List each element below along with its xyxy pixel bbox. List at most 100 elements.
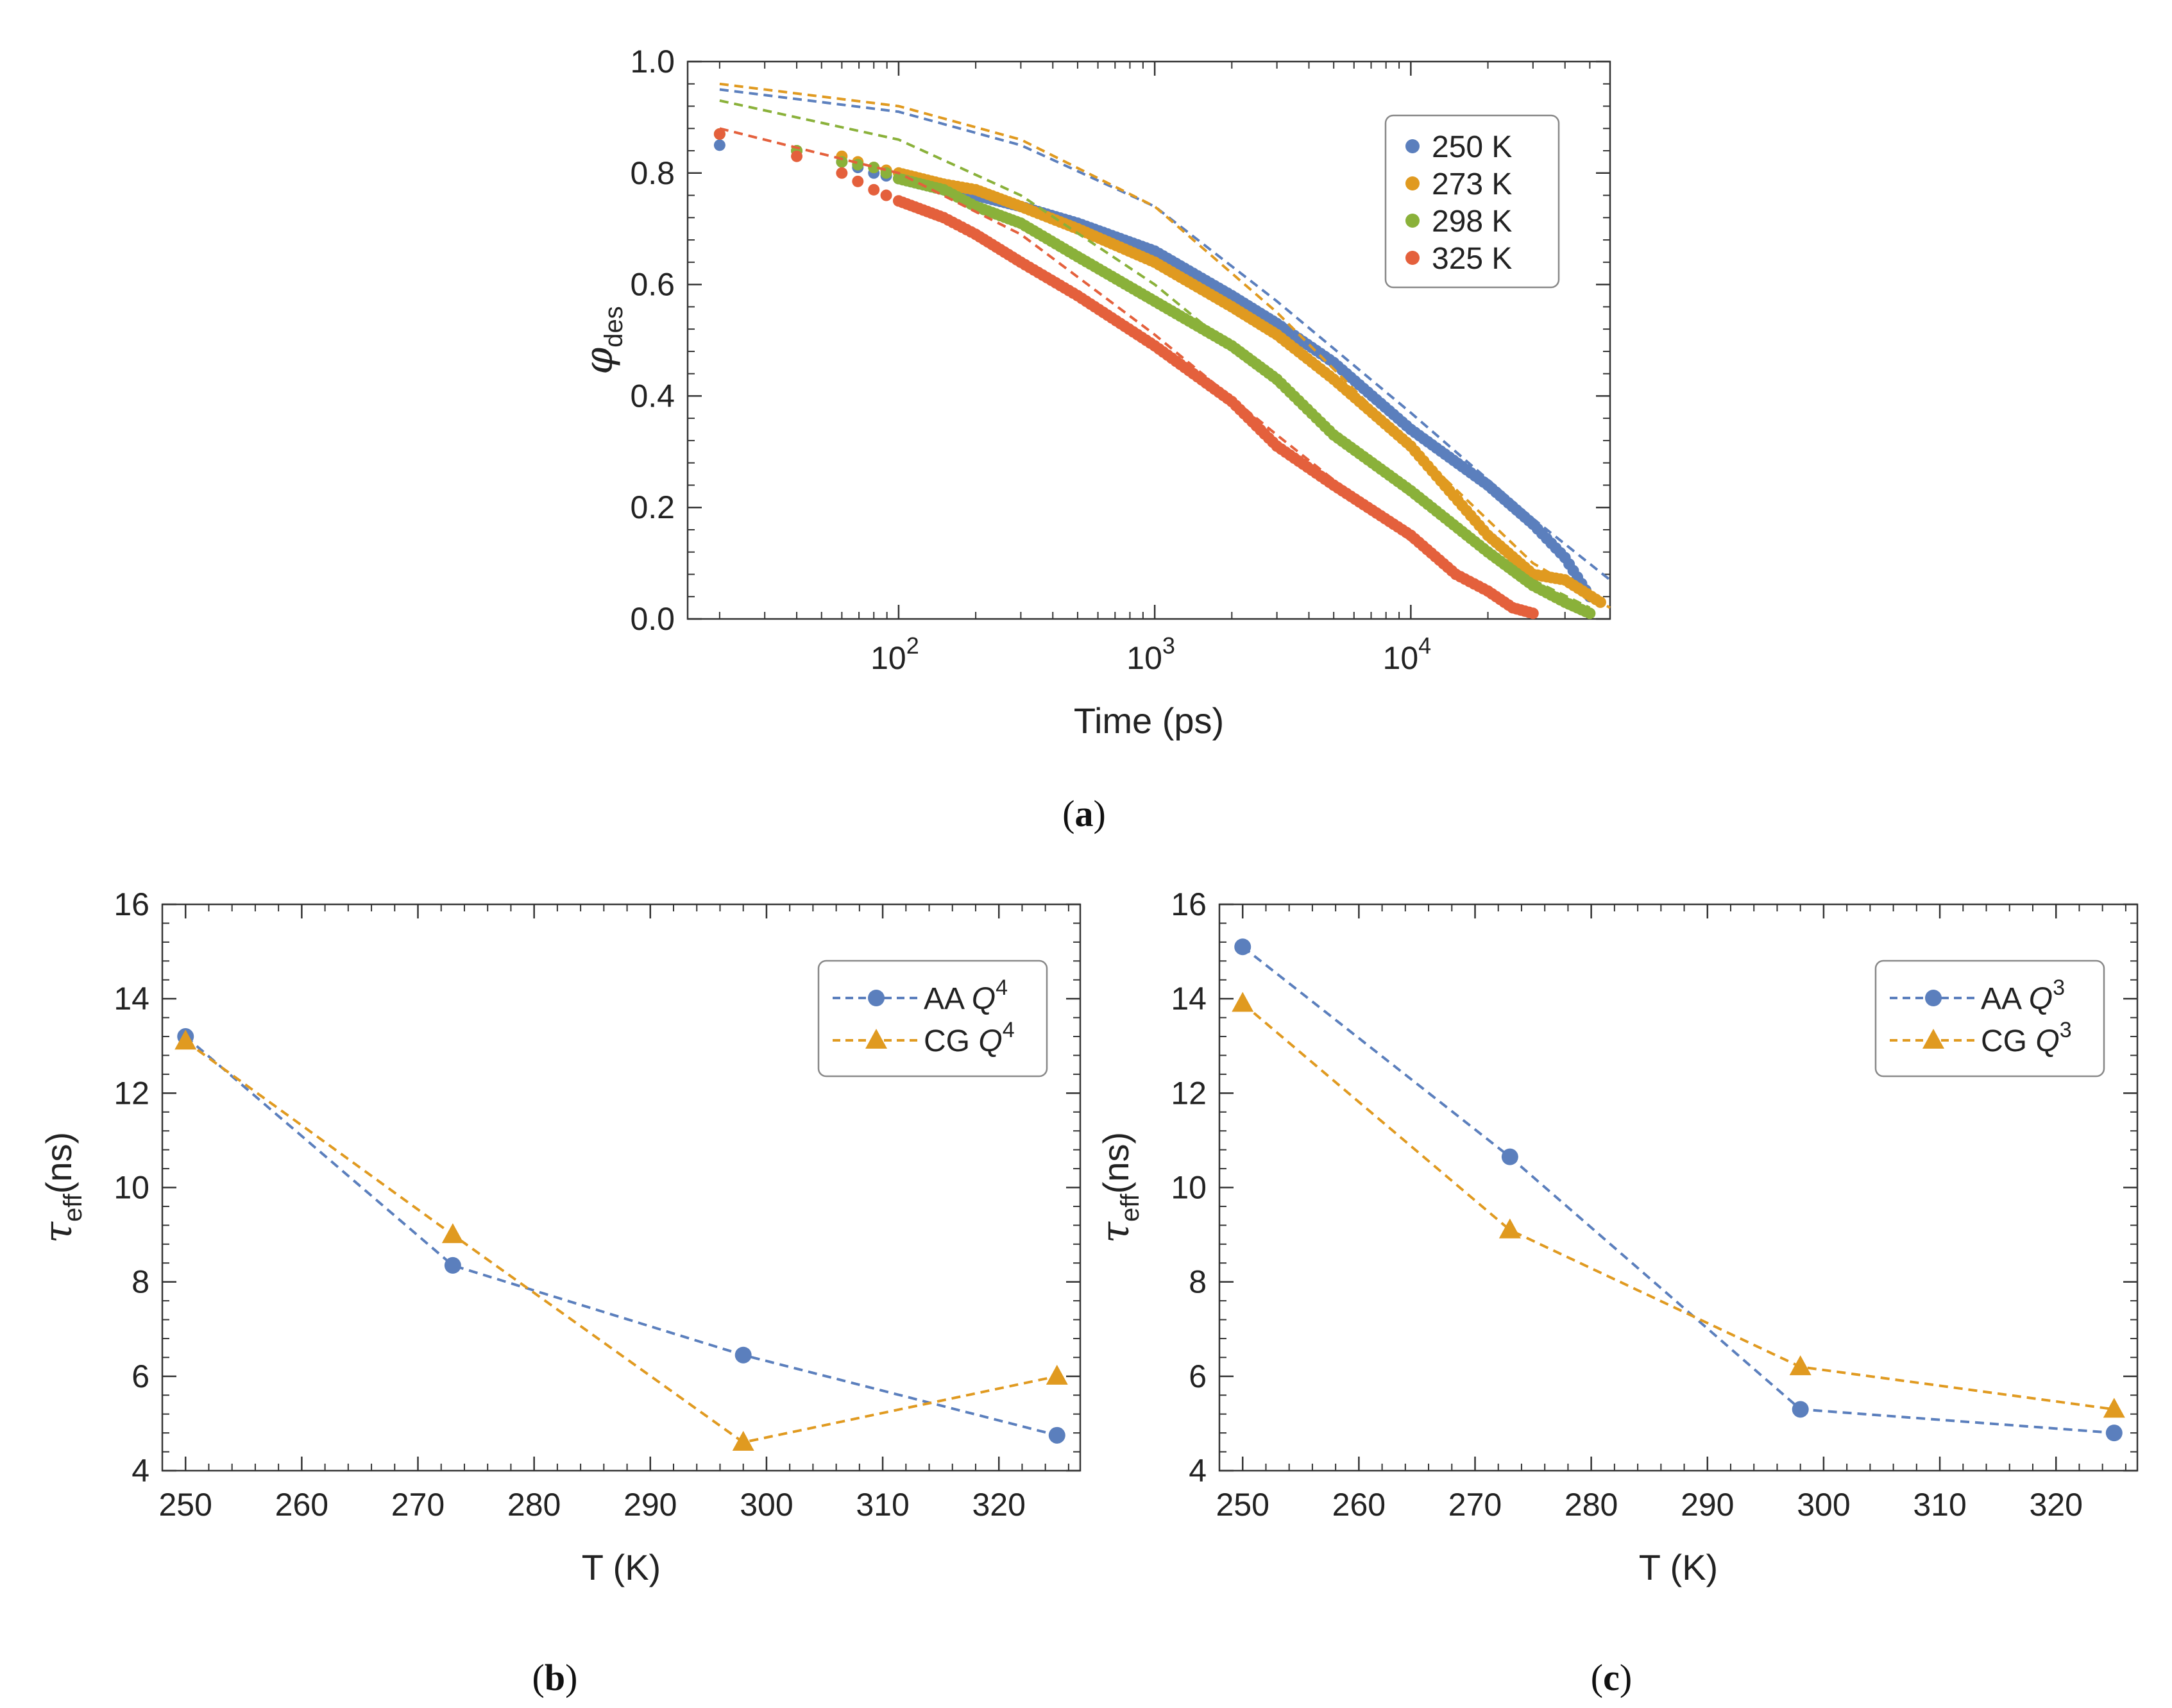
x-tick-label: 250: [159, 1487, 212, 1523]
y-axis-label: τeff(ns): [1093, 1132, 1144, 1243]
x-tick-label: 102: [870, 632, 919, 676]
x-tick-label: 260: [1332, 1487, 1386, 1523]
x-tick-exponent: 4: [1418, 632, 1431, 659]
x-tick-base: 10: [870, 640, 906, 676]
legend-marker: [1405, 176, 1420, 190]
legend-marker: [1405, 139, 1420, 153]
legend-name: AA: [924, 982, 972, 1016]
x-tick-base: 10: [1383, 640, 1419, 676]
legend-superscript: 3: [2060, 1018, 2072, 1042]
data-point-325k: [791, 150, 803, 162]
y-tick-label: 1.0: [630, 44, 675, 80]
y-tick-label: 4: [132, 1453, 149, 1489]
legend-name: AA: [1981, 982, 2029, 1016]
fit-line-325k: [719, 127, 1534, 615]
fit-line-250k: [719, 88, 1611, 581]
series-line-cg: [185, 1040, 1058, 1444]
data-point-cg: [732, 1430, 754, 1451]
plot-frame: [686, 60, 1611, 620]
data-point-325k: [868, 183, 880, 196]
panel-label-close: ): [1094, 793, 1106, 834]
y-axis-label: τeff(ns): [36, 1132, 87, 1243]
x-axis-label: T (K): [582, 1547, 661, 1587]
legend-marker: [865, 1029, 887, 1049]
x-tick-label: 300: [1797, 1487, 1850, 1523]
legend-label: 298 K: [1432, 205, 1512, 239]
legend-marker: [1405, 251, 1420, 265]
data-point-cg: [441, 1223, 464, 1244]
data-point-325k: [836, 167, 848, 179]
fit-line-298k: [719, 99, 1591, 609]
panel-label-open: (: [1591, 1657, 1603, 1698]
x-tick-label: 260: [275, 1487, 328, 1523]
x-tick-label: 310: [856, 1487, 909, 1523]
y-tick-label: 4: [1189, 1453, 1207, 1489]
series-line-aa: [1241, 945, 2114, 1435]
legend-label: AA Q4: [924, 976, 1008, 1016]
legend-symbol: Q: [2029, 982, 2053, 1016]
legend-label: 273 K: [1432, 167, 1512, 201]
data-point-aa: [1792, 1401, 1809, 1418]
data-point-325k: [852, 175, 864, 187]
legend-label: CG Q4: [924, 1018, 1015, 1058]
x-axis-label: T (K): [1639, 1547, 1718, 1587]
panel-label: (b): [532, 1657, 578, 1698]
y-tick-label: 12: [114, 1075, 149, 1111]
data-point-aa: [1501, 1148, 1518, 1165]
y-tick-label: 12: [1171, 1075, 1207, 1111]
x-tick-base: 10: [1126, 640, 1162, 676]
data-point-cg: [2103, 1398, 2125, 1418]
y-label-symbol: τ: [1093, 1221, 1138, 1243]
y-tick-label: 14: [114, 981, 149, 1017]
panel-label-open: (: [1062, 793, 1074, 834]
legend-label: AA Q3: [1981, 976, 2065, 1016]
panel-label-letter: b: [545, 1657, 565, 1698]
panel-label-letter: c: [1603, 1657, 1620, 1698]
legend-symbol: Q: [2035, 1024, 2059, 1058]
y-tick-label: 0.4: [630, 378, 675, 414]
y-tick-label: 0.0: [630, 601, 675, 637]
y-tick-label: 0.8: [630, 155, 675, 191]
x-tick-label: 104: [1383, 632, 1432, 676]
x-axis-label: Time (ps): [1074, 700, 1224, 741]
data-point-aa: [444, 1256, 461, 1274]
y-tick-label: 6: [1189, 1358, 1207, 1394]
fit-line-273k: [719, 82, 1611, 609]
y-label-subscript: des: [600, 306, 628, 348]
chart-panel-b: 4 6 8 10 12 14 16 250 260 270 280 290 300 310 320 T (K)…: [36, 886, 1082, 1698]
x-tick-label: 270: [1448, 1487, 1502, 1523]
y-tick-label: 16: [1171, 886, 1207, 922]
legend-name: CG: [1981, 1024, 2035, 1058]
data-point-aa: [734, 1346, 752, 1364]
y-tick-label: 0.2: [630, 489, 675, 525]
y-label-unit: (ns): [1096, 1132, 1136, 1194]
y-axis-label: φdes: [577, 306, 628, 375]
legend-superscript: 4: [996, 976, 1008, 1000]
y-label-subscript: eff: [1116, 1193, 1144, 1222]
x-tick-label: 280: [507, 1487, 561, 1523]
x-tick-label: 103: [1126, 632, 1175, 676]
legend-marker: [1925, 990, 1942, 1006]
x-tick-label: 320: [972, 1487, 1025, 1523]
y-label-subscript: eff: [59, 1193, 87, 1222]
data-point-cg: [1232, 992, 1254, 1012]
x-tick-exponent: 3: [1162, 632, 1175, 659]
legend-marker: [1922, 1029, 1944, 1049]
y-tick-label: 16: [114, 886, 149, 922]
x-tick-label: 280: [1565, 1487, 1618, 1523]
y-tick-label: 14: [1171, 981, 1207, 1017]
x-tick-label: 300: [740, 1487, 793, 1523]
legend-symbol: Q: [972, 982, 996, 1016]
legend-label: CG Q3: [1981, 1018, 2072, 1058]
y-tick-label: 8: [132, 1264, 149, 1300]
x-tick-label: 320: [2029, 1487, 2082, 1523]
data-point-cg: [1498, 1218, 1521, 1239]
panel-label-close: ): [1620, 1657, 1632, 1698]
data-point-298k: [868, 162, 880, 174]
x-tick-label: 250: [1216, 1487, 1269, 1523]
legend-label: 250 K: [1432, 130, 1512, 164]
series-line-cg: [1241, 1002, 2115, 1411]
data-point-aa: [1048, 1426, 1065, 1444]
legend-label: 325 K: [1432, 242, 1512, 276]
